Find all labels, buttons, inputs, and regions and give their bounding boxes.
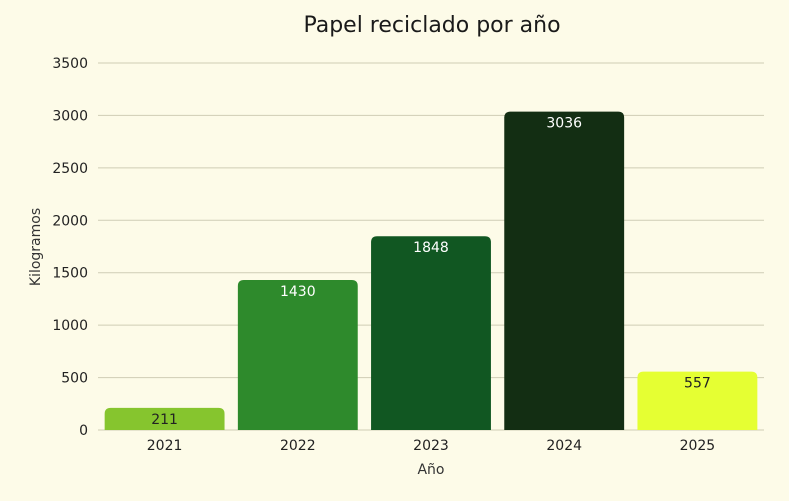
x-axis-title: Año	[417, 462, 444, 478]
bar-value-label: 1430	[280, 284, 316, 300]
bars: 211 1430 1848 3036 557	[104, 111, 758, 430]
x-tick-label: 2025	[680, 438, 716, 454]
x-tick-label: 2024	[546, 438, 582, 454]
bar-value-label: 1848	[413, 240, 449, 256]
bar-2025	[637, 371, 758, 430]
y-axis-title: Kilogramos	[28, 208, 44, 286]
y-axis-ticks: 0 500 1000 1500 2000 2500 3000 3500	[52, 56, 88, 439]
chart-title: Papel reciclado por año	[303, 13, 561, 38]
bar-value-label: 211	[151, 412, 178, 428]
x-tick-label: 2023	[413, 438, 449, 454]
y-tick-label: 2500	[52, 161, 88, 177]
bar-2021	[104, 407, 225, 430]
y-tick-label: 0	[79, 423, 88, 439]
bar-value-label: 557	[684, 376, 711, 392]
bar-2024	[504, 111, 625, 430]
x-axis-ticks: 2021 2022 2023 2024 2025	[147, 438, 715, 454]
x-tick-label: 2022	[280, 438, 316, 454]
x-tick-label: 2021	[147, 438, 183, 454]
bar-value-label: 3036	[546, 116, 582, 132]
y-tick-label: 1500	[52, 266, 88, 282]
y-tick-label: 3500	[52, 56, 88, 72]
y-tick-label: 1000	[52, 318, 88, 334]
bar-2023	[371, 236, 491, 430]
bar-2022	[237, 280, 358, 430]
y-tick-label: 3000	[52, 108, 88, 124]
y-tick-label: 500	[61, 371, 88, 387]
y-tick-label: 2000	[52, 213, 88, 229]
